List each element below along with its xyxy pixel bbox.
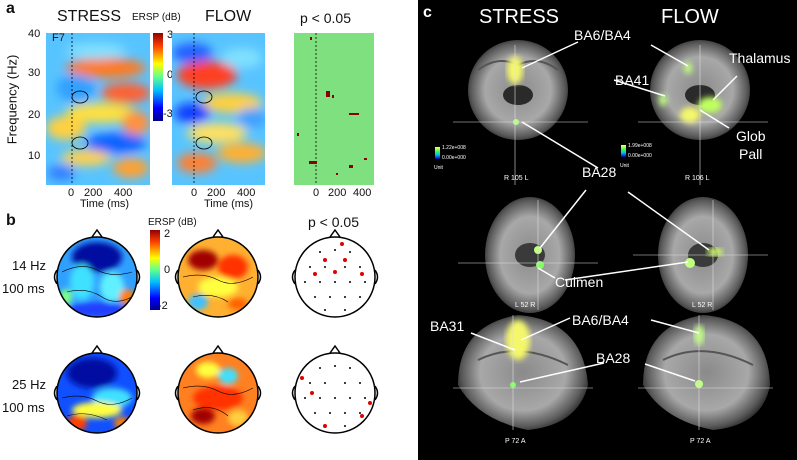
y-tick-20: 20 [28, 109, 41, 121]
topo-cbar-tick-2: 2 [164, 228, 171, 240]
label-culmen: Culmen [555, 274, 604, 290]
topomap-stress-14hz [53, 228, 141, 318]
xlabel-stress: Time (ms) [80, 198, 130, 210]
coord-sagittal-stress: P 72 A [505, 438, 526, 445]
y-tick-10: 10 [28, 150, 41, 162]
coronal-stress-slice [468, 40, 568, 140]
panel-c-letter: c [423, 4, 432, 21]
label-ba31: BA31 [430, 318, 465, 334]
topomap-flow-25hz [174, 344, 262, 434]
topomap-sig-14hz [291, 228, 379, 318]
channel-label: F7 [52, 32, 65, 44]
stress-scale-max: 1.22e+008 [442, 145, 466, 151]
cbar-tick-3: 3 [167, 29, 174, 41]
panel-b-letter: b [6, 212, 16, 229]
sig-spectrogram [294, 33, 374, 185]
panel-a-ylabel: Frequency (Hz) [4, 54, 20, 145]
label-ba28-mid: BA28 [582, 164, 617, 180]
label-ba28-bot: BA28 [596, 350, 631, 366]
topo-cbar-tick-neg2: -2 [158, 300, 168, 312]
panel-c-stress-title: STRESS [479, 6, 560, 28]
stress-spectrogram [46, 33, 150, 185]
panel-c-flow-title: FLOW [661, 6, 719, 28]
x-tick-stress-400: 400 [114, 187, 133, 199]
x-tick-stress-200: 200 [84, 187, 103, 199]
y-tick-30: 30 [28, 67, 41, 79]
panel-b-ersp-label: ERSP (dB) [148, 217, 197, 228]
stress-colorbar [153, 33, 163, 121]
cbar-tick-0: 0 [167, 69, 174, 81]
panel-a-flow-title: FLOW [205, 8, 252, 25]
flow-spectrogram [172, 33, 265, 185]
panel-a-stress-title: STRESS [57, 8, 122, 25]
xlabel-flow: Time (ms) [204, 198, 254, 210]
mri-slices [435, 40, 773, 430]
x-tick-sig-400: 400 [353, 187, 372, 199]
panel-b-sig-title: p < 0.05 [308, 214, 359, 230]
label-pall: Pall [739, 146, 763, 162]
panel-a-ersp-label: ERSP (dB) [132, 12, 181, 23]
topo-colorbar [150, 230, 160, 310]
topomap-sig-25hz [291, 344, 379, 434]
label-ba41: BA41 [615, 72, 650, 88]
x-tick-flow-0: 0 [191, 187, 198, 199]
flow-scale-unit: Unit [620, 163, 629, 169]
row2-freq: 25 Hz [12, 377, 46, 392]
flow-mri-scale [621, 145, 626, 157]
row1-time: 100 ms [2, 281, 45, 296]
axial-stress-slice [485, 197, 575, 313]
row1-freq: 14 Hz [12, 258, 46, 273]
x-tick-stress-0: 0 [68, 187, 75, 199]
label-ba6-bot: BA6/BA4 [572, 312, 629, 328]
coord-coronal-stress: R 105 L [504, 175, 529, 182]
panel-a-sig-title: p < 0.05 [300, 10, 351, 26]
sagittal-stress-slice [458, 315, 588, 430]
label-glob: Glob [736, 128, 766, 144]
row2-time: 100 ms [2, 400, 45, 415]
x-tick-sig-200: 200 [328, 187, 347, 199]
flow-scale-max: 1.99e+008 [628, 143, 652, 149]
coord-coronal-flow: R 106 L [685, 175, 710, 182]
coord-sagittal-flow: P 72 A [690, 438, 711, 445]
sagittal-flow-slice [643, 315, 770, 430]
cbar-tick-neg3: -3 [163, 108, 173, 120]
panel-a-letter: a [6, 0, 15, 17]
stress-scale-unit: Unit [434, 165, 443, 171]
label-ba6-top: BA6/BA4 [574, 27, 631, 43]
stress-scale-min: 0.00e+000 [442, 155, 466, 161]
y-tick-40: 40 [28, 28, 41, 40]
flow-scale-min: 0.00e+000 [628, 153, 652, 159]
topomap-stress-25hz [53, 344, 141, 434]
coord-axial-flow: L 52 R [692, 302, 713, 309]
x-tick-sig-0: 0 [313, 187, 320, 199]
stress-mri-scale [435, 147, 440, 159]
label-thalamus: Thalamus [729, 50, 791, 66]
topo-cbar-tick-0: 0 [164, 264, 171, 276]
x-tick-flow-200: 200 [207, 187, 226, 199]
coord-axial-stress: L 52 R [515, 302, 536, 309]
topomap-flow-14hz [174, 228, 262, 318]
x-tick-flow-400: 400 [237, 187, 256, 199]
